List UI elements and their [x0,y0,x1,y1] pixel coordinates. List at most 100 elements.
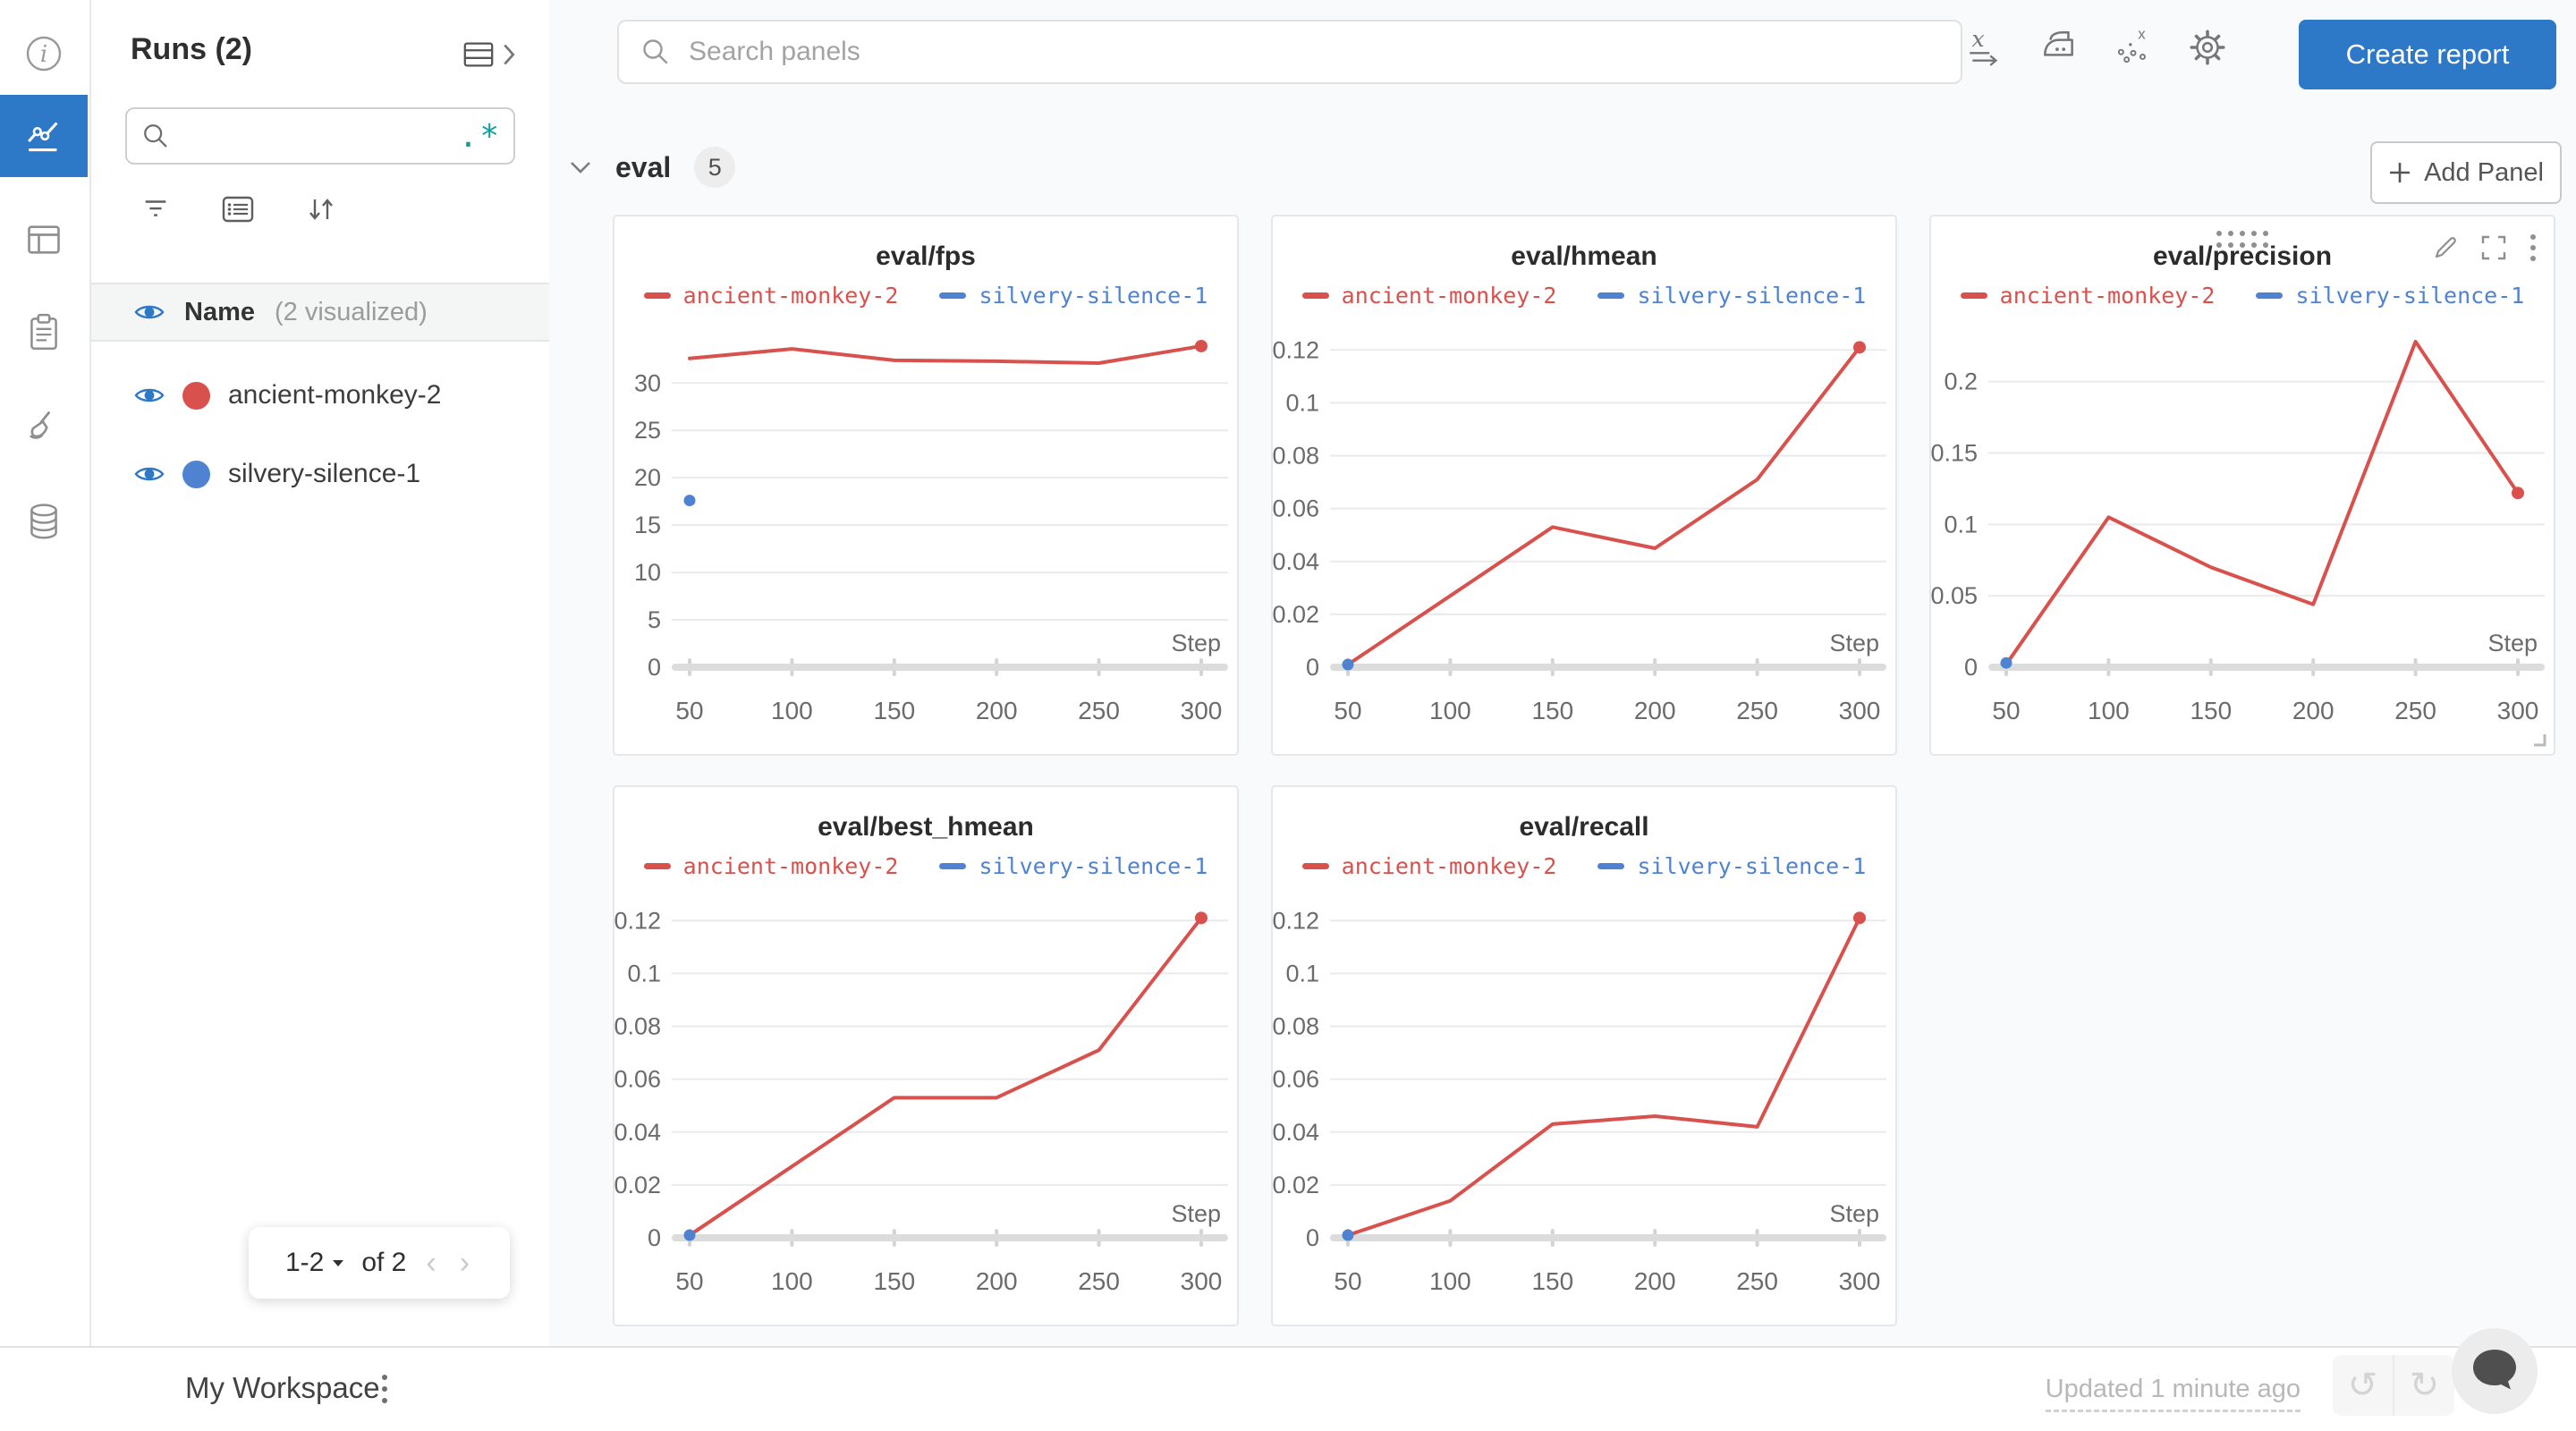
prev-page-button[interactable]: ‹ [426,1246,436,1280]
legend-entry-ancient-monkey-2[interactable]: ancient-monkey-2 [643,283,899,309]
panel-legend: ancient-monkey-2 silvery-silence-1 [614,853,1237,879]
svg-text:150: 150 [2190,697,2232,724]
settings-gear-icon[interactable] [2187,27,2228,68]
chart-panel-eval-precision[interactable]: eval/precision ancient-monkey-2 silvery-s… [1929,215,2555,756]
chart-plot[interactable]: 0 5 10 15 20 25 30 50 100 150 200 250 300 Step [614,317,1239,739]
svg-text:0.02: 0.02 [1273,1172,1319,1198]
runs-search-input[interactable] [181,121,459,151]
legend-entry-ancient-monkey-2[interactable]: ancient-monkey-2 [1960,283,2216,309]
workspace-actions: x x [1967,27,2228,68]
page-size-dropdown[interactable]: 1-2 [285,1248,345,1278]
legend-entry-silvery-silence-1[interactable]: silvery-silence-1 [1597,283,1866,309]
rail-item-workspace-charts[interactable] [0,95,88,177]
legend-dash [939,292,967,299]
svg-text:0.2: 0.2 [1944,368,1978,395]
svg-text:50: 50 [1334,697,1361,724]
run-row-ancient-monkey-2[interactable]: ancient-monkey-2 [91,356,549,435]
legend-entry-silvery-silence-1[interactable]: silvery-silence-1 [939,283,1208,309]
runs-group-header[interactable]: Name (2 visualized) [91,283,549,342]
resize-handle-icon[interactable] [2527,727,2548,749]
legend-entry-ancient-monkey-2[interactable]: ancient-monkey-2 [643,853,898,879]
rail-item-info[interactable]: i [0,13,88,95]
regex-toggle-icon[interactable]: .* [458,117,501,155]
chart-plot[interactable]: 0 0.02 0.04 0.06 0.08 0.1 0.12 50 100 150 200 250 30… [614,887,1239,1309]
chart-plot[interactable]: 0 0.02 0.04 0.06 0.08 0.1 0.12 50 100 150 200 250 30… [1273,887,1897,1309]
history-controls: ↺ ↻ [2333,1355,2454,1416]
drag-handle-icon[interactable] [2216,231,2268,248]
svg-text:Step: Step [1829,1200,1879,1227]
svg-text:0.06: 0.06 [1273,1066,1319,1093]
svg-text:100: 100 [771,1267,813,1295]
run-name-label: ancient-monkey-2 [228,380,442,410]
search-panels-input[interactable] [687,36,1939,68]
chart-plot[interactable]: 0 0.02 0.04 0.06 0.08 0.1 0.12 50 100 150 200 250 30… [1273,317,1897,739]
rail-item-artifacts[interactable] [0,481,88,563]
svg-text:150: 150 [1531,1267,1573,1295]
workspace-main: x x [549,0,2576,1346]
visibility-eye-icon[interactable] [134,385,165,406]
x-axis-settings-icon[interactable]: x [1967,28,2004,67]
run-row-silvery-silence-1[interactable]: silvery-silence-1 [91,435,549,513]
chart-panel-eval-fps[interactable]: eval/fps ancient-monkey-2 silvery-silence… [613,215,1239,756]
legend-entry-silvery-silence-1[interactable]: silvery-silence-1 [939,853,1208,879]
workspace-menu-icon[interactable] [378,1371,391,1407]
svg-text:300: 300 [2497,697,2539,724]
svg-text:0.08: 0.08 [1273,443,1319,470]
visualized-count-label: (2 visualized) [275,297,428,326]
legend-run-name: silvery-silence-1 [979,283,1208,309]
rail-item-table[interactable] [0,199,88,281]
svg-text:0.06: 0.06 [614,1066,661,1093]
visibility-eye-icon[interactable] [134,463,165,485]
svg-text:100: 100 [2088,697,2130,724]
next-page-button[interactable]: › [459,1246,470,1280]
svg-text:Step: Step [2487,630,2538,656]
svg-text:300: 300 [1839,697,1881,724]
svg-text:150: 150 [873,1267,915,1295]
chart-panel-eval-best-hmean[interactable]: eval/best_hmean ancient-monkey-2 silvery-… [613,785,1239,1326]
svg-text:i: i [40,41,47,68]
undo-button[interactable]: ↺ [2333,1355,2394,1416]
create-report-button[interactable]: Create report [2299,20,2556,89]
panel-menu-kebab-icon[interactable] [2529,233,2538,263]
list-settings-icon[interactable] [222,195,254,224]
svg-text:30: 30 [634,369,661,396]
legend-run-name: silvery-silence-1 [1637,283,1867,309]
section-header-eval[interactable]: eval 5 [569,147,736,188]
info-icon: i [26,36,62,72]
visibility-eye-icon[interactable] [134,301,165,323]
outliers-icon[interactable]: x [2114,28,2153,67]
legend-run-name: ancient-monkey-2 [1999,283,2216,309]
legend-entry-ancient-monkey-2[interactable]: ancient-monkey-2 [1301,853,1556,879]
chart-panel-eval-recall[interactable]: eval/recall ancient-monkey-2 silvery-sile… [1271,785,1897,1326]
chart-panel-eval-hmean[interactable]: eval/hmean ancient-monkey-2 silvery-silen… [1271,215,1897,756]
legend-dash [1597,863,1625,869]
svg-text:250: 250 [2394,697,2436,724]
updated-timestamp[interactable]: Updated 1 minute ago [2045,1375,2301,1412]
legend-entry-silvery-silence-1[interactable]: silvery-silence-1 [2256,283,2524,309]
smoothing-iron-icon[interactable] [2038,29,2080,66]
svg-text:0: 0 [1306,1224,1319,1251]
brush-icon [30,411,50,439]
svg-text:250: 250 [1736,697,1778,724]
svg-text:150: 150 [1531,697,1573,724]
chart-plot[interactable]: 0 0.05 0.1 0.15 0.2 50 100 150 200 250 300 Step [1931,317,2555,739]
clipboard-icon [30,313,57,351]
svg-text:100: 100 [771,697,813,724]
legend-run-name: ancient-monkey-2 [682,283,899,309]
filter-icon[interactable] [141,196,170,223]
rail-item-sweeps[interactable] [0,386,88,469]
rail-item-logs[interactable] [0,292,88,374]
fullscreen-icon[interactable] [2480,234,2507,261]
chat-bubble-button[interactable] [2449,1325,2540,1417]
edit-panel-icon[interactable] [2432,234,2459,261]
expand-runs-table-button[interactable] [462,38,517,72]
sort-icon[interactable] [306,195,336,224]
legend-entry-ancient-monkey-2[interactable]: ancient-monkey-2 [1301,283,1556,309]
legend-run-name: silvery-silence-1 [1637,853,1867,879]
panel-title: eval/fps [876,241,976,271]
legend-entry-silvery-silence-1[interactable]: silvery-silence-1 [1597,853,1866,879]
svg-text:x: x [2138,28,2146,43]
redo-button[interactable]: ↻ [2409,1365,2440,1406]
svg-text:25: 25 [634,417,661,444]
add-panel-button[interactable]: Add Panel [2370,141,2562,204]
